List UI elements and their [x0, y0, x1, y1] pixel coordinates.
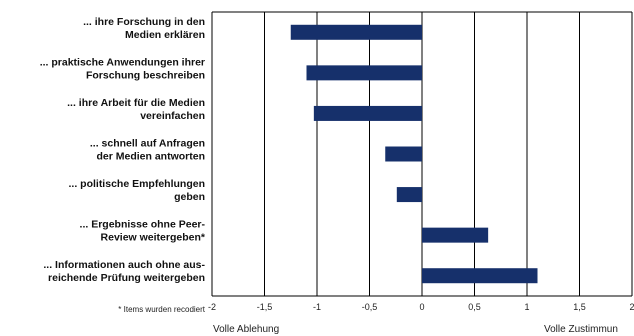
category-label-0: ... ihre Forschung in den Medien erklären [83, 16, 205, 41]
bar-layer [290, 24, 538, 284]
category-label-5-line-1: Review weitergeben* [101, 232, 206, 244]
category-label-3-line-1: der Medien antworten [96, 151, 205, 163]
category-label-4-line-1: geben [174, 191, 205, 203]
x-tick-label-5: 0,5 [468, 302, 481, 312]
x-tick-label-1: -1,5 [257, 302, 273, 312]
category-label-3-line-0: ... schnell auf Anfragen [90, 138, 205, 150]
bar-3 [385, 146, 422, 162]
category-label-6-line-1: reichende Prüfung weitergeben [48, 272, 205, 284]
x-tick-label-6: 1 [524, 302, 529, 312]
category-label-0-line-1: Medien erklären [125, 29, 205, 41]
category-label-2-line-0: ... ihre Arbeit für die Medien [67, 97, 205, 109]
bar-0 [290, 24, 422, 40]
tick-label-layer: -2 -1,5 -1 -0,5 0 0,5 1 1,5 2 [208, 302, 634, 312]
category-label-5: ... Ergebnisse ohne Peer-Review weiterge… [80, 219, 206, 244]
x-tick-label-3: -0,5 [362, 302, 378, 312]
x-tick-label-0: -2 [208, 302, 216, 312]
bar-6 [422, 268, 538, 284]
category-label-1: ... praktische Anwendungen ihrer Forschun… [40, 56, 205, 81]
bar-1 [306, 65, 422, 81]
category-label-4: ... politische Empfehlungen geben [68, 178, 205, 203]
x-max-label: Volle Zustimmun [544, 324, 618, 335]
category-label-4-line-0: ... politische Empfehlungen [68, 178, 205, 190]
bar-2 [313, 105, 422, 121]
x-tick-label-4: 0 [419, 302, 424, 312]
x-tick-label-8: 2 [629, 302, 634, 312]
category-label-0-line-0: ... ihre Forschung in den [83, 16, 205, 28]
category-label-2-line-1: vereinfachen [140, 110, 205, 122]
category-label-2: ... ihre Arbeit für die Medien vereinfach… [67, 97, 205, 122]
category-label-1-line-0: ... praktische Anwendungen ihrer [40, 56, 205, 68]
bar-4 [396, 187, 422, 203]
x-min-label: Volle Ablehung [213, 324, 279, 335]
x-tick-label-2: -1 [313, 302, 321, 312]
x-tick-label-7: 1,5 [573, 302, 586, 312]
category-label-3: ... schnell auf Anfragen der Medien antwo… [90, 138, 205, 163]
category-label-layer: ... ihre Forschung in den Medien erklären… [40, 16, 206, 284]
category-label-5-line-0: ... Ergebnisse ohne Peer- [80, 219, 206, 231]
category-label-6: ... Informationen auch ohne aus-reichend… [43, 259, 205, 284]
footnote: * Items wurden recodiert [118, 305, 205, 314]
bar-5 [422, 227, 489, 243]
category-label-6-line-0: ... Informationen auch ohne aus- [43, 259, 205, 271]
category-label-1-line-1: Forschung beschreiben [86, 69, 205, 81]
